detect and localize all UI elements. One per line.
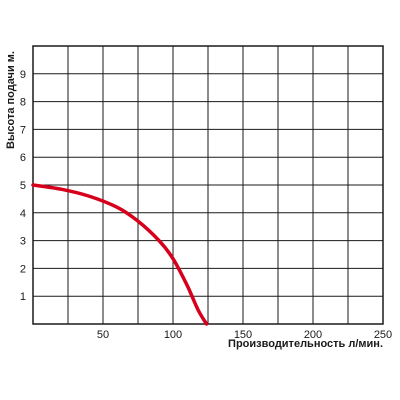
x-tick-label: 150: [234, 329, 252, 341]
y-tick-label: 1: [20, 291, 26, 303]
x-axis-label: Производительность л/мин.: [228, 338, 383, 350]
y-tick-label: 2: [20, 263, 26, 275]
series-layer: [31, 183, 209, 326]
x-tick-label: 250: [374, 329, 392, 341]
y-tick-label: 3: [20, 236, 26, 248]
y-tick-label: 8: [20, 97, 26, 109]
y-tick-label: 5: [20, 180, 26, 192]
y-axis-ticks: 1 2 3 4 5 6 7 8 9: [20, 69, 26, 303]
y-tick-label: 6: [20, 152, 26, 164]
chart-grid: [33, 46, 383, 324]
x-tick-label: 100: [164, 329, 182, 341]
y-tick-label: 9: [20, 69, 26, 81]
x-tick-label: 200: [304, 329, 322, 341]
performance-curve: [31, 183, 209, 326]
y-axis-label: Высота подачи м.: [5, 51, 17, 149]
y-tick-label: 7: [20, 124, 26, 136]
x-axis-ticks: 50 100 150 200 250: [97, 329, 392, 341]
y-tick-label: 4: [20, 208, 26, 220]
x-tick-label: 50: [97, 329, 109, 341]
